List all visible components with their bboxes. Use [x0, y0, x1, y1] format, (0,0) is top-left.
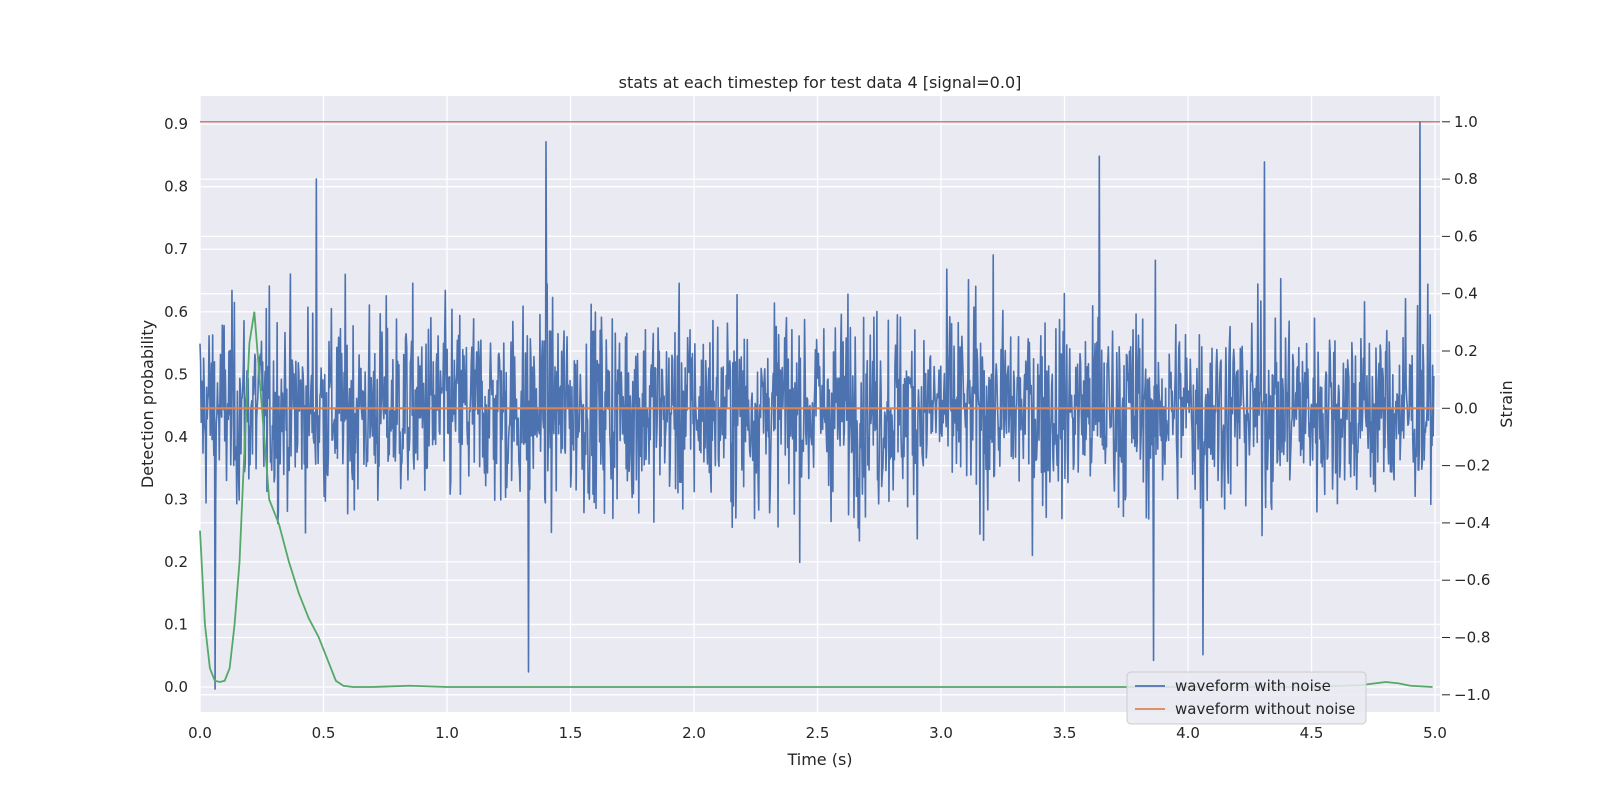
y-tick-label-left: 0.7 — [164, 240, 188, 258]
x-tick-label: 1.0 — [435, 724, 459, 742]
y-tick-label-right: −0.2 — [1454, 457, 1490, 475]
series-line-waveform-with-noise — [199, 120, 1435, 690]
y-tick-label-left: 0.6 — [164, 303, 188, 321]
x-tick-label: 2.5 — [806, 724, 830, 742]
x-tick-label: 4.0 — [1176, 724, 1200, 742]
x-tick-label: 2.0 — [682, 724, 706, 742]
legend: waveform with noise waveform without nois… — [1126, 671, 1367, 725]
x-tick-label: 0.0 — [188, 724, 212, 742]
legend-label: waveform with noise — [1175, 677, 1331, 695]
legend-label: waveform without noise — [1175, 700, 1355, 718]
y-tick-label-right: −0.6 — [1454, 571, 1490, 589]
x-tick-label: 3.0 — [929, 724, 953, 742]
y-tick-label-right: 1.0 — [1454, 113, 1478, 131]
y-tick-label-right: −1.0 — [1454, 686, 1490, 704]
legend-box — [1126, 671, 1367, 725]
y-tick-label-left: 0.4 — [164, 428, 188, 446]
x-tick-label: 3.5 — [1053, 724, 1077, 742]
y-tick-label-right: 0.4 — [1454, 285, 1478, 303]
y-tick-label-left: 0.3 — [164, 490, 188, 508]
y-tick-label-left: 0.1 — [164, 615, 188, 633]
x-tick-label: 4.5 — [1300, 724, 1324, 742]
y-tick-label-right: −0.4 — [1454, 514, 1490, 532]
y-tick-label-left: 0.5 — [164, 365, 188, 383]
y-tick-label-right: 0.8 — [1454, 170, 1478, 188]
tick-labels: 0.0 0.5 1.0 1.5 2.0 2.5 3.0 3.5 4.0 4.5 5.0 0.0 0.1 0… — [164, 113, 1490, 742]
y-tick-label-left: 0.8 — [164, 178, 188, 196]
chart-title: stats at each timestep for test data 4 [… — [619, 73, 1022, 92]
x-tick-label: 1.5 — [559, 724, 583, 742]
x-axis-label: Time (s) — [786, 750, 852, 769]
y-axis-label-right: Strain — [1497, 380, 1516, 427]
x-tick-label: 0.5 — [312, 724, 336, 742]
y-tick-label-right: 0.6 — [1454, 227, 1478, 245]
y-tick-label-left: 0.2 — [164, 553, 188, 571]
x-tick-label: 5.0 — [1423, 724, 1447, 742]
y-tick-label-right: 0.2 — [1454, 342, 1478, 360]
y-tick-label-left: 0.9 — [164, 115, 188, 133]
y-tick-label-right: −0.8 — [1454, 629, 1490, 647]
y-axis-label-left: Detection probability — [138, 320, 157, 488]
y-tick-label-left: 0.0 — [164, 678, 188, 696]
y-tick-label-right: 0.0 — [1454, 399, 1478, 417]
